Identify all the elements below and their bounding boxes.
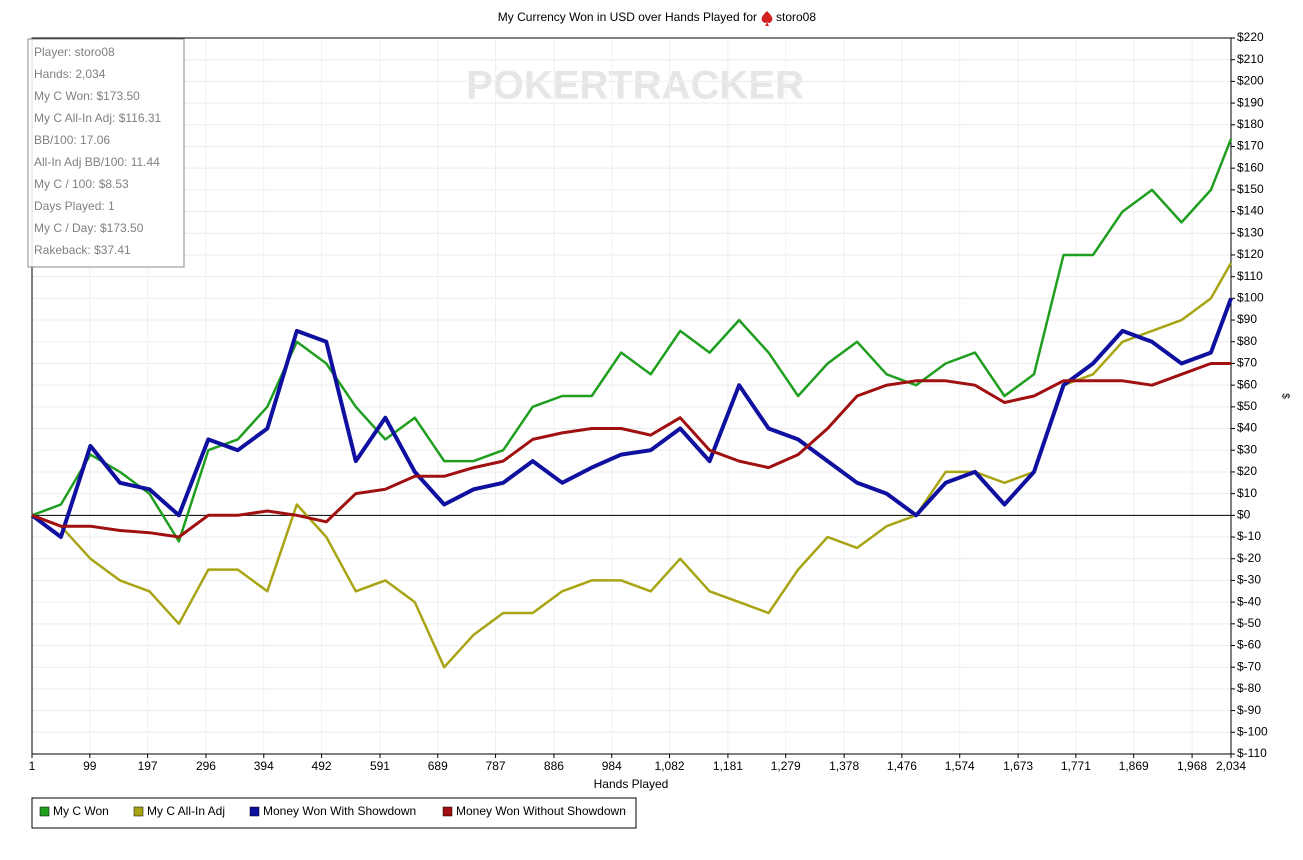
y-tick-label: $-100 — [1237, 724, 1268, 738]
x-axis-label: Hands Played — [594, 777, 669, 791]
legend-swatch — [39, 806, 50, 817]
legend-swatch — [249, 806, 260, 817]
x-tick-label: 1,968 — [1177, 759, 1207, 773]
y-tick-label: $130 — [1237, 225, 1264, 239]
y-tick-label: $70 — [1237, 356, 1257, 370]
series-line — [30, 297, 1233, 539]
y-tick-label: $-30 — [1237, 573, 1261, 587]
x-tick-label: 1,771 — [1061, 759, 1091, 773]
y-tick-label: $-90 — [1237, 703, 1261, 717]
x-tick-label: 394 — [254, 759, 274, 773]
y-tick-label: $170 — [1237, 139, 1264, 153]
y-tick-label: $-10 — [1237, 529, 1261, 543]
x-tick-label: 787 — [486, 759, 506, 773]
y-tick-label: $-40 — [1237, 594, 1261, 608]
info-box — [27, 38, 185, 268]
y-tick-label: $-110 — [1237, 746, 1267, 760]
chart-title-player: storo08 — [776, 10, 816, 24]
y-tick-label: $10 — [1237, 486, 1257, 500]
spade-icon — [761, 11, 773, 26]
x-tick-label: 1,181 — [713, 759, 743, 773]
series-line — [31, 362, 1231, 539]
legend-swatch — [442, 806, 453, 817]
x-tick-label: 296 — [196, 759, 216, 773]
legend-label: Money Won Without Showdown — [456, 804, 626, 818]
info-line: BB/100: 17.06 — [34, 133, 110, 147]
legend-swatch — [133, 806, 144, 817]
y-tick-label: $30 — [1237, 442, 1257, 456]
x-tick-label: 1,673 — [1003, 759, 1033, 773]
info-line: My C / 100: $8.53 — [34, 177, 129, 191]
y-tick-label: $90 — [1237, 312, 1257, 326]
y-tick-label: $20 — [1237, 464, 1257, 478]
info-line: My C All-In Adj: $116.31 — [34, 111, 162, 125]
info-line: Days Played: 1 — [34, 199, 115, 213]
x-tick-label: 984 — [602, 759, 622, 773]
chart-title: My Currency Won in USD over Hands Played… — [498, 10, 757, 24]
info-line: Rakeback: $37.41 — [34, 243, 131, 257]
y-tick-label: $120 — [1237, 247, 1264, 261]
y-tick-label: $-60 — [1237, 638, 1261, 652]
watermark: POKERTRACKER — [466, 64, 804, 108]
legend-box — [31, 797, 637, 829]
y-tick-label: $220 — [1237, 30, 1264, 44]
x-tick-label: 689 — [428, 759, 448, 773]
series-line — [31, 138, 1233, 543]
y-tick-label: $0 — [1237, 508, 1251, 522]
info-line: All-In Adj BB/100: 11.44 — [34, 155, 160, 169]
x-tick-label: 1,082 — [655, 759, 685, 773]
y-tick-label: $60 — [1237, 377, 1257, 391]
x-tick-label: 1,476 — [887, 759, 917, 773]
y-tick-label: $-20 — [1237, 551, 1261, 565]
legend-label: My C Won — [53, 804, 109, 818]
info-line: My C / Day: $173.50 — [34, 221, 144, 235]
legend-label: Money Won With Showdown — [263, 804, 416, 818]
y-tick-label: $-80 — [1237, 681, 1261, 695]
x-tick-label: 2,034 — [1216, 759, 1246, 773]
x-tick-label: 886 — [544, 759, 564, 773]
plot-frame — [31, 37, 1232, 755]
y-tick-label: $110 — [1237, 269, 1263, 283]
y-tick-label: $100 — [1237, 291, 1264, 305]
legend-label: My C All-In Adj — [147, 804, 225, 818]
plot-lines — [30, 138, 1233, 669]
y-tick-label: $180 — [1237, 117, 1264, 131]
y-tick-label: $-70 — [1237, 659, 1261, 673]
x-tick-label: 197 — [138, 759, 158, 773]
y-tick-label: $50 — [1237, 399, 1257, 413]
x-tick-label: 1 — [29, 759, 36, 773]
y-tick-label: $200 — [1237, 74, 1264, 88]
y-tick-label: $160 — [1237, 160, 1264, 174]
info-line: My C Won: $173.50 — [34, 89, 140, 103]
x-tick-label: 99 — [83, 759, 97, 773]
y-tick-label: $150 — [1237, 182, 1264, 196]
x-tick-label: 591 — [370, 759, 390, 773]
y-tick-label: $-50 — [1237, 616, 1261, 630]
x-tick-label: 1,869 — [1119, 759, 1149, 773]
y-tick-label: $210 — [1237, 52, 1264, 66]
x-tick-label: 1,378 — [829, 759, 859, 773]
x-tick-label: 492 — [312, 759, 332, 773]
y-tick-label: $80 — [1237, 334, 1257, 348]
y-tick-label: $140 — [1237, 204, 1264, 218]
y-tick-label: $190 — [1237, 95, 1264, 109]
y-axis-label: $ — [1279, 393, 1290, 399]
info-line: Player: storo08 — [34, 45, 115, 59]
x-tick-label: 1,574 — [945, 759, 975, 773]
y-tick-label: $40 — [1237, 421, 1257, 435]
info-line: Hands: 2,034 — [34, 67, 106, 81]
x-tick-label: 1,279 — [771, 759, 801, 773]
